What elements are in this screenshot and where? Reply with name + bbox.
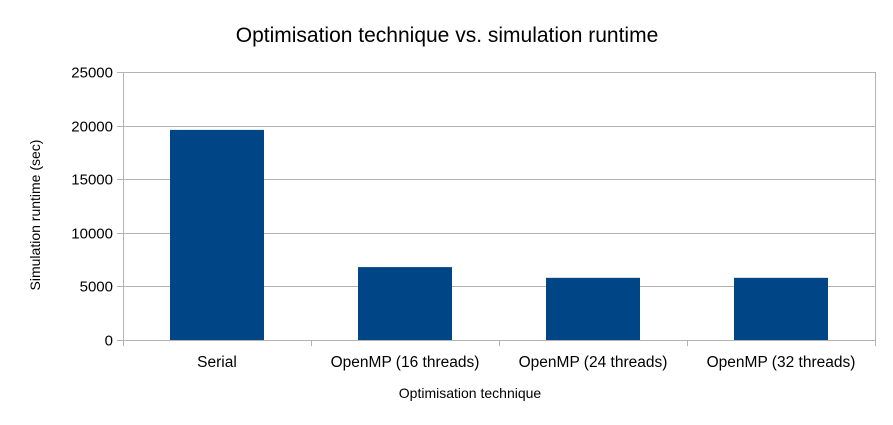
bar [170,129,264,340]
y-axis-ticks: 0 5000 10000 15000 20000 25000 [71,65,113,350]
y-tick-label: 10000 [71,226,113,243]
bar [546,277,640,340]
chart-title: Optimisation technique vs. simulation ru… [236,24,659,47]
bar [358,267,452,340]
bars [170,129,828,340]
bar [734,277,828,340]
y-axis-title: Simulation runtime (sec) [27,140,43,291]
x-tick-label: OpenMP (32 threads) [707,354,856,371]
x-tick-label: OpenMP (24 threads) [519,354,668,371]
x-tick-label: Serial [197,354,237,371]
y-tick-label: 5000 [80,279,113,296]
y-tick-label: 0 [105,333,113,350]
y-tick-label: 25000 [71,65,113,82]
y-tick-label: 15000 [71,172,113,189]
y-tick-label: 20000 [71,119,113,136]
x-tick-label: OpenMP (16 threads) [331,354,480,371]
x-axis-title: Optimisation technique [399,385,542,401]
x-axis-ticks: Serial OpenMP (16 threads) OpenMP (24 thre… [197,354,855,371]
